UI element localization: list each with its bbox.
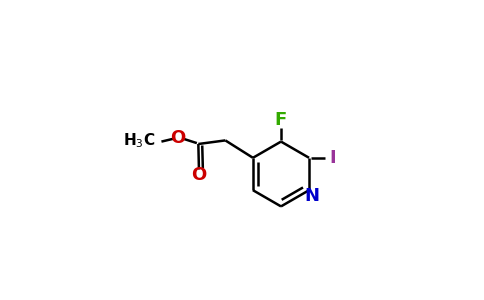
Text: H$_3$C: H$_3$C: [123, 132, 155, 150]
Text: O: O: [170, 129, 185, 147]
Text: F: F: [275, 111, 287, 129]
Text: I: I: [329, 149, 336, 167]
Text: N: N: [304, 187, 319, 205]
Text: O: O: [191, 167, 207, 184]
